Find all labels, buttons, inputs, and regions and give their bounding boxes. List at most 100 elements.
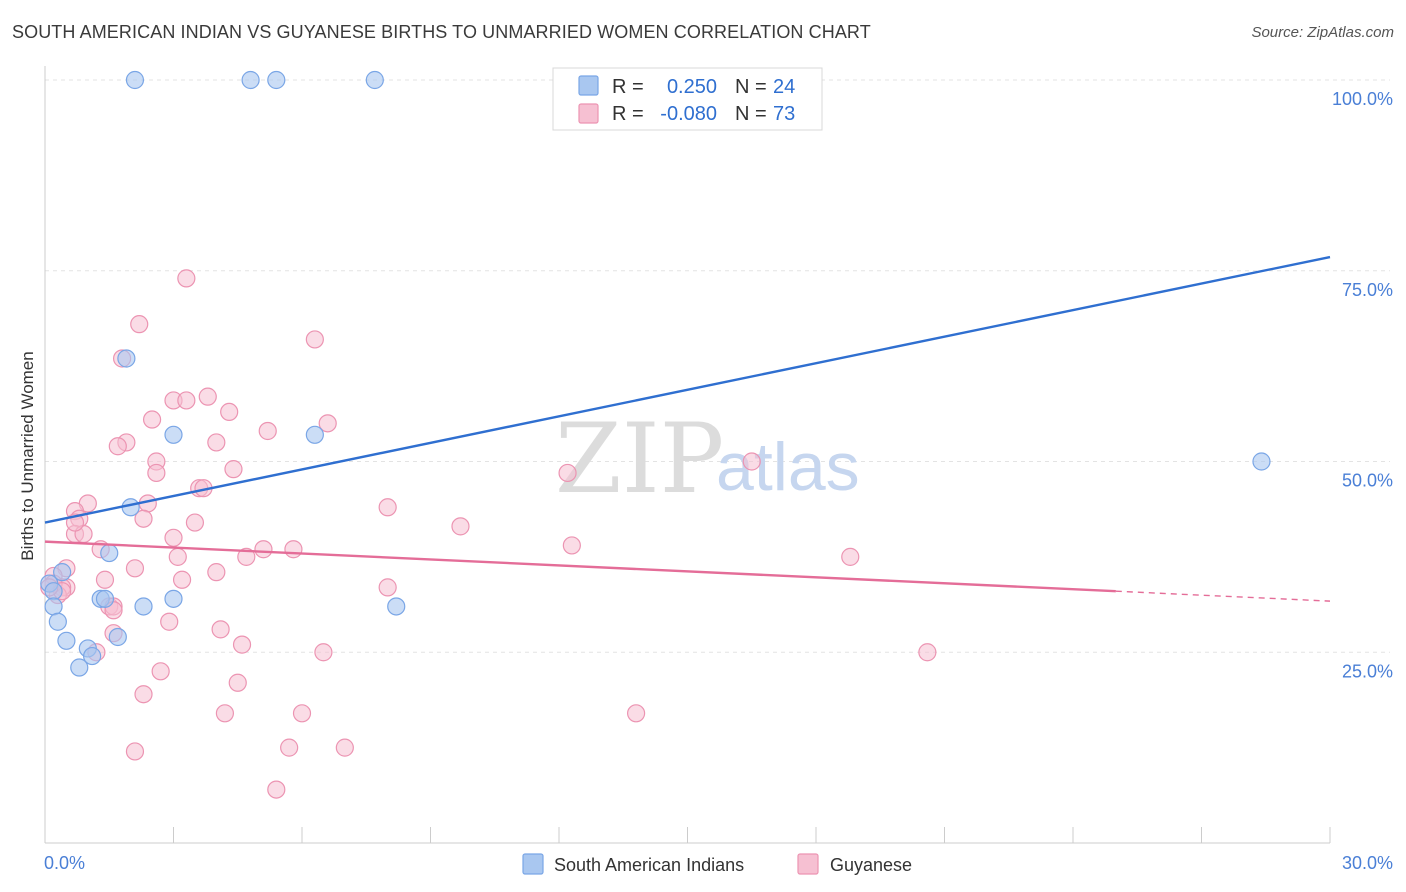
south-american-indian-point [100, 543, 119, 563]
watermark-atlas: atlas [716, 429, 860, 505]
source-label: Source: ZipAtlas.com [1251, 24, 1394, 41]
guyanese-point [918, 643, 937, 662]
guyanese-point [258, 421, 277, 441]
guyanese-point [172, 570, 192, 589]
south-american-indian-point [1252, 452, 1271, 471]
y-tick-label: 25.0% [1342, 661, 1393, 681]
legend-swatch-blue [578, 75, 599, 96]
chart-title: SOUTH AMERICAN INDIAN VS GUYANESE BIRTHS… [12, 22, 871, 42]
guyanese-point [168, 547, 187, 566]
south-american-indian-points [40, 70, 1271, 677]
guyanese-point [224, 460, 243, 479]
guyanese-point [451, 517, 470, 536]
guyanese-point [237, 547, 256, 566]
y-tick-labels: 25.0% 50.0% 75.0% 100.0% [1332, 89, 1393, 681]
guyanese-point [207, 433, 226, 452]
guyanese-point [164, 528, 183, 547]
legend-swatch-pink [578, 103, 599, 124]
legend-r-label-1: R = [612, 76, 644, 98]
guyanese-point [378, 578, 397, 597]
south-american-indian-point [53, 563, 72, 582]
trend-line-guyanese-extension [1115, 590, 1331, 602]
guyanese-point [147, 463, 166, 483]
south-american-indian-point [70, 658, 89, 677]
guyanese-point [742, 452, 761, 471]
south-american-indian-point [164, 425, 183, 444]
guyanese-point [284, 540, 303, 559]
guyanese-point [211, 620, 230, 639]
south-american-indian-point [117, 349, 136, 368]
south-american-indian-point [57, 631, 76, 650]
guyanese-point [562, 536, 581, 555]
south-american-indian-point [267, 70, 286, 90]
guyanese-point [220, 402, 239, 422]
guyanese-point [151, 662, 170, 681]
guyanese-point [95, 570, 115, 589]
guyanese-point [232, 635, 252, 654]
south-american-indian-point [44, 582, 63, 601]
guyanese-point [314, 643, 333, 662]
guyanese-point [280, 738, 299, 757]
x-tick-label: 30.0% [1342, 853, 1393, 873]
x-tick-labels: 0.0% 30.0% [44, 853, 1393, 873]
guyanese-point [267, 780, 286, 799]
south-american-indian-point [108, 627, 127, 647]
watermark: ZIP atlas [555, 403, 860, 515]
guyanese-point [108, 437, 127, 456]
guyanese-point [125, 559, 145, 578]
legend-n-label-2: N = [735, 103, 767, 125]
legend-n-value-2: 73 [773, 103, 795, 125]
guyanese-point [335, 738, 354, 757]
y-tick-label: 100.0% [1332, 89, 1393, 109]
south-american-indian-point [125, 70, 145, 90]
south-american-indian-point [365, 70, 384, 90]
grid-lines [45, 79, 1390, 653]
legend-r-value-2: -0.080 [660, 103, 717, 125]
trend-line-south-american-indians [44, 255, 1331, 524]
guyanese-point [134, 685, 153, 704]
south-american-indian-point [134, 597, 153, 616]
south-american-indian-point [241, 70, 260, 90]
guyanese-points [40, 269, 937, 799]
guyanese-point [215, 704, 234, 723]
south-american-indian-point [164, 589, 183, 608]
guyanese-point [198, 387, 217, 406]
guyanese-point [160, 612, 179, 631]
guyanese-point [254, 540, 273, 559]
y-tick-label: 50.0% [1342, 471, 1393, 491]
y-axis-title: Births to Unmarried Women [18, 351, 37, 560]
x-tick-label: 0.0% [44, 853, 85, 873]
guyanese-point [318, 414, 337, 433]
south-american-indian-point [83, 646, 102, 666]
guyanese-point [626, 704, 646, 723]
legend-bottom-swatch-blue [522, 853, 544, 875]
legend-bottom-label-2: Guyanese [830, 855, 912, 875]
guyanese-point [134, 509, 153, 528]
guyanese-point [558, 463, 577, 483]
south-american-indian-point [305, 425, 324, 444]
trend-lines [44, 255, 1331, 602]
legend-series: South American Indians Guyanese [522, 853, 912, 875]
guyanese-point [130, 315, 149, 334]
legend-n-value-1: 24 [773, 76, 795, 98]
guyanese-point [177, 391, 196, 410]
south-american-indian-point [95, 589, 115, 608]
guyanese-point [841, 547, 860, 566]
watermark-zip: ZIP [555, 403, 724, 515]
guyanese-point [292, 704, 312, 723]
y-tick-label: 75.0% [1342, 280, 1393, 300]
guyanese-point [228, 673, 247, 692]
guyanese-point [305, 330, 324, 349]
guyanese-point [207, 563, 226, 582]
legend-bottom-label-1: South American Indians [554, 855, 744, 875]
legend-bottom-swatch-pink [797, 853, 819, 875]
guyanese-point [378, 498, 397, 517]
trend-line-guyanese [44, 540, 1116, 593]
guyanese-point [177, 269, 196, 288]
south-american-indian-point [44, 597, 63, 616]
legend-correlation: R = 0.250 N = 24 R = -0.080 N = 73 [552, 67, 823, 131]
axes [44, 66, 1331, 844]
legend-n-label-1: N = [735, 76, 767, 98]
south-american-indian-point [387, 597, 406, 616]
